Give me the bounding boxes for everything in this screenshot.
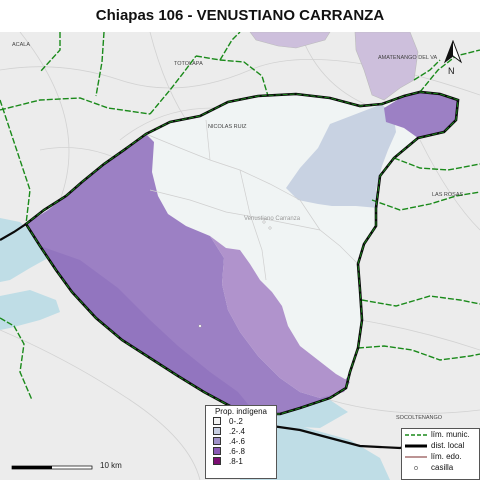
scale-bar — [11, 465, 93, 470]
district-purple-west — [26, 134, 350, 414]
district-purple-ne — [384, 92, 458, 138]
municipal-boundaries — [0, 31, 480, 401]
legend-swatch — [213, 427, 221, 435]
inner-boundaries — [145, 119, 359, 281]
legend-proportion: Prop. indígena 0-.2 .2-.4 .4-.6 .6-.8 .8… — [205, 405, 277, 479]
north-arrow-icon — [441, 39, 465, 82]
legend-swatch — [213, 417, 221, 425]
map-canvas[interactable]: ACALA TOTOLAPA NICOLAS RUIZ AMATENANGO D… — [0, 31, 480, 481]
place-acala: ACALA — [12, 42, 30, 48]
legend-item: .6-.8 — [213, 446, 276, 456]
legend-item: 0-.2 — [213, 416, 276, 426]
place-amatenango: AMATENANGO DEL VA — [378, 55, 438, 61]
legend-label: .2-.4 — [229, 426, 246, 436]
district-outline-green — [25, 91, 459, 415]
legend-swatch — [213, 447, 221, 455]
legend-line-label: lím. munic. — [431, 430, 470, 439]
legend-line-item: lím. munic. — [405, 429, 479, 440]
casilla — [262, 220, 266, 224]
casilla — [268, 226, 272, 230]
scale-label: 10 km — [100, 461, 122, 470]
region-amatenango — [354, 31, 419, 101]
place-nicolas-ruiz: NICOLAS RUIZ — [208, 124, 247, 130]
legend-line-label: lím. edo. — [431, 452, 462, 461]
region-north-purple — [249, 31, 331, 49]
legend-line-item: casilla — [405, 462, 479, 473]
legend-swatch — [213, 457, 221, 465]
district-outline-west — [0, 223, 27, 241]
district-purple-central — [210, 236, 350, 398]
legend-item: .4-.6 — [213, 436, 276, 446]
place-venustiano: Venustiano Carranza — [244, 216, 301, 222]
legend-line-label: dist. local — [431, 441, 465, 450]
place-totolapa: TOTOLAPA — [174, 61, 203, 67]
legend-label: .4-.6 — [229, 436, 246, 446]
place-socoltenango: SOCOLTENANGO — [396, 415, 443, 421]
north-label: N — [448, 66, 455, 76]
map-title: Chiapas 106 - VENUSTIANO CARRANZA — [95, 7, 385, 24]
legend-line-label: casilla — [431, 463, 454, 472]
legend-item: .2-.4 — [213, 426, 276, 436]
legend-title: Prop. indígena — [214, 407, 268, 416]
munic-line-icon — [405, 433, 427, 436]
district-lightblue — [286, 104, 396, 208]
legend-label: .6-.8 — [229, 446, 246, 456]
district-line-icon — [405, 444, 427, 447]
district-purple-dark — [40, 246, 256, 414]
legend-line-item: lím. edo. — [405, 451, 479, 462]
water-west-lower — [0, 290, 60, 330]
casilla — [198, 324, 202, 328]
legend-lines: lím. munic. dist. local lím. edo. casill… — [401, 428, 480, 480]
legend-swatch — [213, 437, 221, 445]
legend-item: .8-1 — [213, 456, 276, 466]
state-line-icon — [405, 456, 427, 457]
casilla-icon — [414, 465, 418, 470]
place-las-rosas: LAS ROSAS — [432, 192, 464, 198]
legend-line-item: dist. local — [405, 440, 479, 451]
legend-label: .8-1 — [229, 456, 243, 466]
legend-label: 0-.2 — [229, 416, 243, 426]
